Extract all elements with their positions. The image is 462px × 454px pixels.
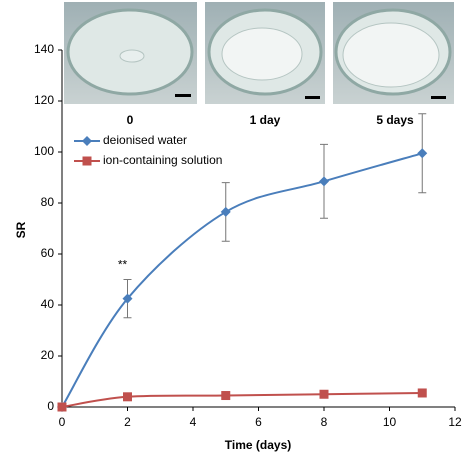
y-tick-label: 80 [41,195,55,209]
marker [319,389,329,399]
x-tick-label: 2 [124,415,131,429]
x-tick-label: 8 [321,415,328,429]
x-tick-label: 12 [448,415,462,429]
x-axis-label: Time (days) [225,438,291,452]
series-line [61,152,423,408]
y-tick-label: 60 [41,246,55,260]
x-tick-label: 4 [190,415,197,429]
marker [220,206,231,217]
sample [221,27,303,81]
marker [123,392,132,402]
scale-bar [175,94,191,97]
marker [417,388,427,398]
legend-label: ion-containing solution [103,153,222,167]
y-tick-label: 140 [34,42,54,56]
inset-label: 1 day [250,113,281,127]
marker [417,148,428,159]
y-tick-label: 0 [47,399,54,413]
legend-label: deionised water [103,133,187,147]
series-line [61,391,423,408]
inset-label: 0 [127,113,134,127]
scale-bar [431,96,446,99]
x-tick-label: 10 [383,415,397,429]
sample [342,22,440,88]
marker [319,176,329,187]
annotation: ** [118,258,128,272]
inset-photos [64,2,454,104]
inset-label: 5 days [376,113,414,127]
sample [119,49,145,63]
y-tick-label: 40 [41,297,55,311]
x-tick-label: 6 [255,415,262,429]
legend-marker [82,136,92,146]
y-tick-label: 120 [34,93,54,107]
marker [122,293,133,304]
legend-marker [82,156,92,166]
y-tick-label: 20 [41,348,55,362]
y-tick-label: 100 [34,144,54,158]
marker [221,391,231,401]
scale-bar [305,96,320,99]
x-tick-label: 0 [59,415,66,429]
y-axis-label: SR [14,221,28,238]
marker [57,402,67,412]
